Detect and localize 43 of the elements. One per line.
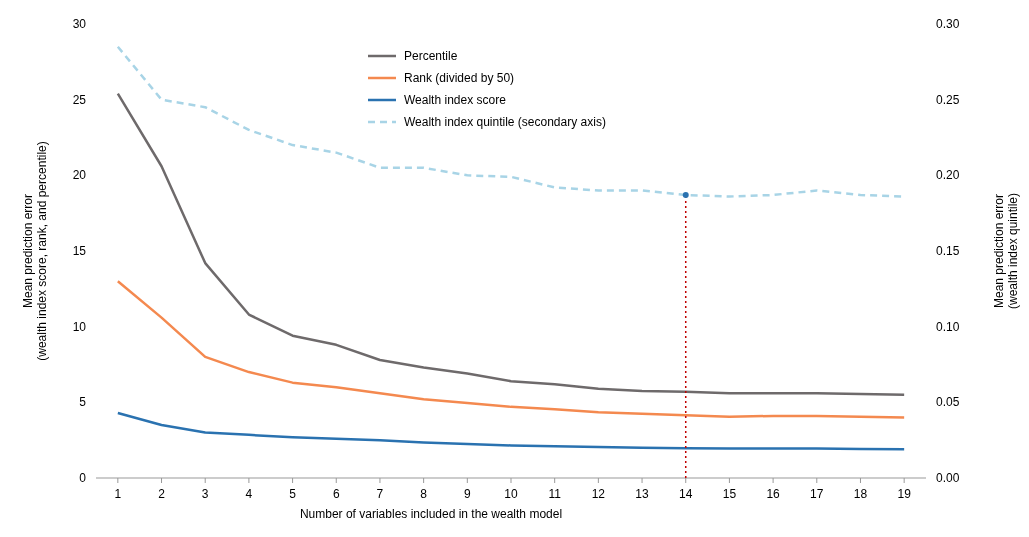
y-tick-label: 20 xyxy=(72,168,87,183)
line-series xyxy=(116,92,906,397)
x-tick-label: 10 xyxy=(504,487,518,501)
y2-tick-label: 0.10 xyxy=(936,319,960,334)
y2-axis-title: Mean prediction error (wealth index quintile) xyxy=(992,192,1020,310)
x-tick-label: 5 xyxy=(289,487,297,501)
y-tick-label: 5 xyxy=(79,395,87,410)
y-tick-label: 0 xyxy=(79,471,87,485)
y2-tick-label: 0.25 xyxy=(936,92,960,107)
line-series xyxy=(116,411,906,451)
x-tick-label: 18 xyxy=(853,487,868,501)
legend-label: Rank (divided by 50) xyxy=(404,71,515,85)
legend-label: Wealth index quintile (secondary axis) xyxy=(404,115,606,129)
x-tick-label: 16 xyxy=(766,487,781,501)
y-tick-label: 30 xyxy=(72,17,87,31)
y2-tick-label: 0.20 xyxy=(936,168,960,183)
line-series xyxy=(116,280,906,419)
x-tick-label: 17 xyxy=(810,487,824,501)
x-tick-label: 7 xyxy=(376,487,384,501)
x-tick-label: 15 xyxy=(722,487,737,501)
y-axis-title: Mean prediction error (wealth index score, rank, and percentile) xyxy=(21,141,49,361)
y2-tick-label: 0.15 xyxy=(936,244,960,258)
legend-label: Wealth index score xyxy=(404,93,507,107)
y2-tick-label: 0.05 xyxy=(936,395,960,410)
y2-tick-label: 0.30 xyxy=(936,17,960,31)
legend-label: Percentile xyxy=(404,49,458,63)
y-tick-label: 10 xyxy=(72,319,87,334)
x-tick-label: 1 xyxy=(114,487,122,501)
x-tick-label: 6 xyxy=(332,487,340,501)
y2-tick-label: 0.00 xyxy=(936,471,960,485)
x-tick-label: 4 xyxy=(245,487,253,501)
y-tick-label: 25 xyxy=(72,92,87,107)
x-tick-label: 2 xyxy=(158,487,166,501)
x-tick-label: 3 xyxy=(201,487,209,501)
x-tick-label: 9 xyxy=(463,487,471,501)
y-tick-label: 15 xyxy=(72,244,87,258)
x-tick-label: 14 xyxy=(679,487,693,501)
x-tick-label: 8 xyxy=(420,487,428,501)
x-axis-title: Number of variables included in the wealth model xyxy=(299,507,563,521)
x-tick-label: 13 xyxy=(635,487,650,501)
x-tick-label: 12 xyxy=(591,487,606,501)
x-tick-label: 11 xyxy=(548,487,562,501)
x-tick-label: 19 xyxy=(897,487,912,501)
